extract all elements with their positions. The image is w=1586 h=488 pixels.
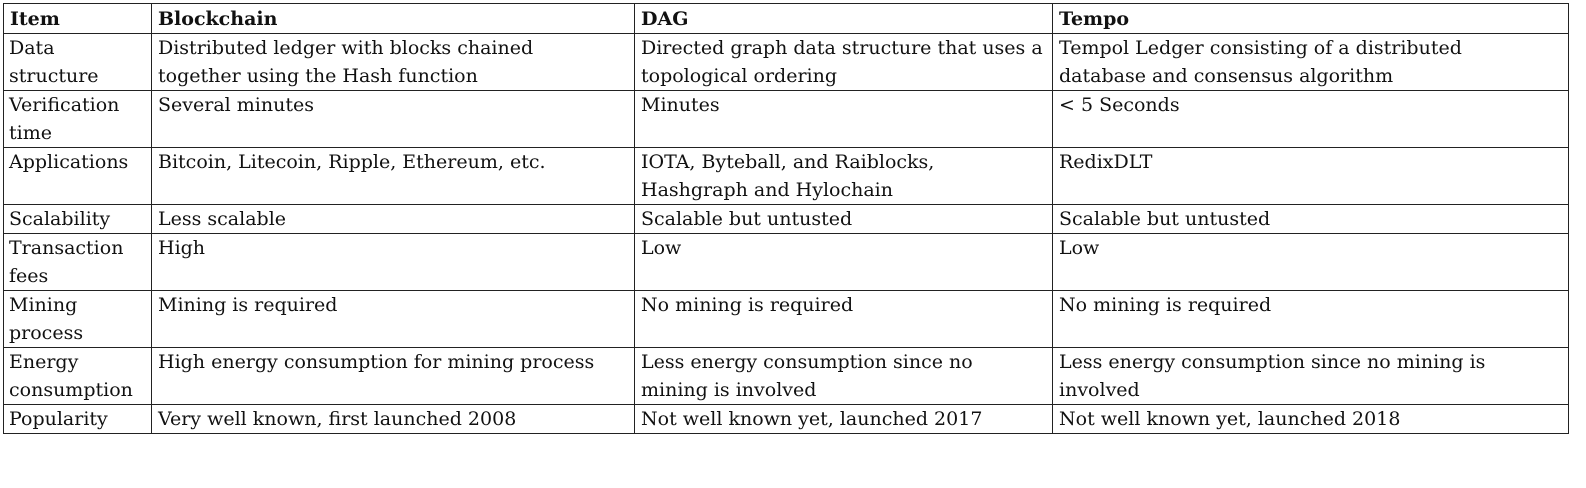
cell-blockchain: Several minutes [151,90,635,148]
header-tempo: Tempo [1052,3,1569,34]
header-blockchain: Blockchain [151,3,635,34]
cell-dag: No mining is required [634,290,1053,348]
cell-tempo: < 5 Seconds [1052,90,1569,148]
cell-tempo: Scalable but untusted [1052,204,1569,234]
cell-dag: Scalable but untusted [634,204,1053,234]
row-label-line: fees [9,265,49,287]
table-row: Energy consumption High energy consumptio… [3,347,1569,405]
row-label-mining-process: Mining process [3,290,152,348]
cell-tempo: Less energy consumption since no mining … [1052,347,1569,405]
cell-tempo: Tempol Ledger consisting of a distribute… [1052,33,1569,91]
table-row: Mining process Mining is required No mini… [3,290,1569,348]
cell-dag: IOTA, Byteball, and Raiblocks, Hashgraph… [634,147,1053,205]
header-dag: DAG [634,3,1053,34]
table-row: Scalability Less scalable Scalable but u… [3,204,1569,234]
table-row: Applications Bitcoin, Litecoin, Ripple, … [3,147,1569,205]
cell-blockchain: Distributed ledger with blocks chained t… [151,33,635,91]
table-row: Data structure Distributed ledger with bl… [3,33,1569,91]
row-label-line: structure [9,65,99,87]
row-label-applications: Applications [3,147,152,205]
table-row: Popularity Very well known, first launch… [3,404,1569,434]
cell-dag: Low [634,233,1053,291]
row-label-line: time [9,122,52,144]
cell-tempo: Not well known yet, launched 2018 [1052,404,1569,434]
cell-blockchain: High energy consumption for mining proce… [151,347,635,405]
comparison-table: Item Blockchain DAG Tempo Data structure … [3,3,1569,434]
row-label-line: consumption [9,379,133,401]
cell-dag: Minutes [634,90,1053,148]
row-label-transaction-fees: Transaction fees [3,233,152,291]
cell-dag: Less energy consumption since no mining … [634,347,1053,405]
cell-blockchain: Mining is required [151,290,635,348]
cell-tempo: RedixDLT [1052,147,1569,205]
cell-blockchain: Very well known, first launched 2008 [151,404,635,434]
cell-dag: Not well known yet, launched 2017 [634,404,1053,434]
row-label-line: Transaction [9,237,124,259]
row-label-popularity: Popularity [3,404,152,434]
row-label-verification-time: Verification time [3,90,152,148]
table-row: Verification time Several minutes Minutes… [3,90,1569,148]
header-item: Item [3,3,152,34]
row-label-line: Verification [9,94,120,116]
row-label-energy-consumption: Energy consumption [3,347,152,405]
row-label-line: Data [9,37,55,59]
cell-blockchain: High [151,233,635,291]
row-label-line: Energy [9,351,79,373]
cell-tempo: No mining is required [1052,290,1569,348]
row-label-data-structure: Data structure [3,33,152,91]
cell-blockchain: Bitcoin, Litecoin, Ripple, Ethereum, etc… [151,147,635,205]
header-row: Item Blockchain DAG Tempo [3,3,1569,34]
table-row: Transaction fees High Low Low [3,233,1569,291]
cell-dag: Directed graph data structure that uses … [634,33,1053,91]
row-label-line: process [9,322,84,344]
cell-blockchain: Less scalable [151,204,635,234]
row-label-scalability: Scalability [3,204,152,234]
cell-tempo: Low [1052,233,1569,291]
row-label-line: Mining [9,294,78,316]
